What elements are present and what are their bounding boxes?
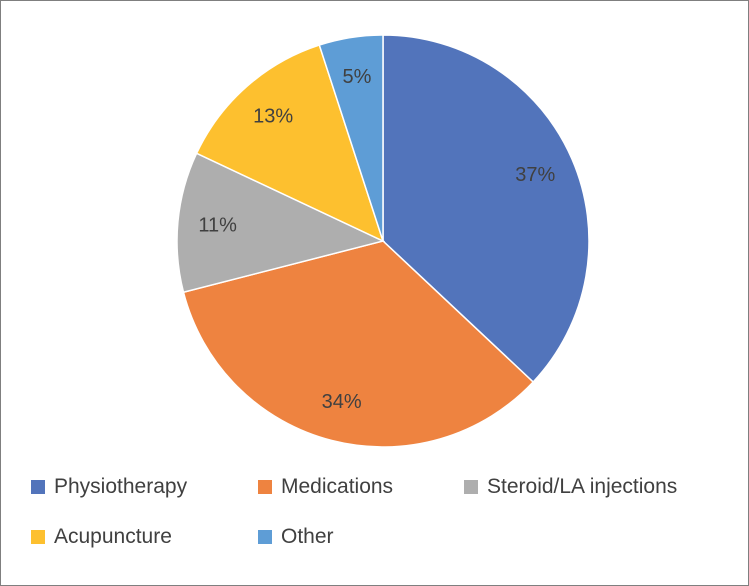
legend-swatch-physiotherapy bbox=[31, 480, 45, 494]
pie-slice-steroid-la-injections bbox=[176, 152, 386, 294]
legend-item-physiotherapy: Physiotherapy bbox=[31, 475, 187, 499]
legend-swatch-acupuncture bbox=[31, 530, 45, 544]
legend-swatch-medications bbox=[258, 480, 272, 494]
pie-slice-medications bbox=[182, 240, 535, 448]
legend-label-other: Other bbox=[281, 525, 334, 548]
legend-item-other: Other bbox=[258, 525, 334, 549]
slice-label-other: 5% bbox=[343, 66, 372, 88]
legend-swatch-steroid-la-injections bbox=[464, 480, 478, 494]
legend-swatch-other bbox=[258, 530, 272, 544]
legend-item-acupuncture: Acupuncture bbox=[31, 525, 172, 549]
slice-label-medications: 34% bbox=[322, 391, 362, 413]
legend-label-physiotherapy: Physiotherapy bbox=[54, 475, 188, 498]
slice-label-acupuncture: 13% bbox=[253, 106, 293, 128]
pie-slice-physiotherapy bbox=[382, 34, 590, 384]
legend-label-steroid-la-injections: Steroid/LA injections bbox=[487, 475, 678, 498]
legend-item-steroid-la-injections: Steroid/LA injections bbox=[464, 475, 677, 499]
pie-slice-other bbox=[318, 34, 384, 242]
slice-label-physiotherapy: 37% bbox=[515, 164, 555, 186]
legend-item-medications: Medications bbox=[258, 475, 393, 499]
legend-label-medications: Medications bbox=[281, 475, 394, 498]
slice-label-steroid-la-injections: 11% bbox=[198, 214, 237, 236]
pie-slice-acupuncture bbox=[195, 44, 385, 243]
legend-label-acupuncture: Acupuncture bbox=[54, 525, 172, 548]
